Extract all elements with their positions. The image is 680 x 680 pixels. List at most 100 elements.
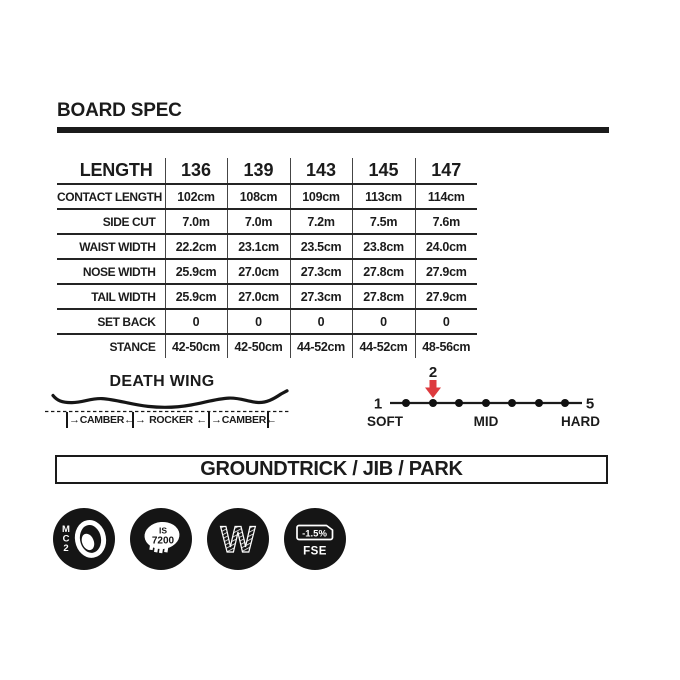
cell-value: 0 [165,309,228,335]
mc2-letter-c: C [63,534,70,545]
col-header-147: 147 [415,158,477,185]
profile-segment-labels: → CAMBER ← → ROCKER ← → CAMBER ← [66,412,277,428]
segment-end-bar [267,412,269,428]
col-header-length: LENGTH [57,158,166,185]
arrow-left-icon: ← [123,414,135,426]
row-label-nose-width: NOSE WIDTH [57,259,166,285]
cell-value: 23.8cm [352,234,416,260]
col-header-139: 139 [227,158,291,185]
row-label-tail-width: TAIL WIDTH [57,284,166,310]
egg-logo-icon [74,520,107,558]
w-badge-icon: W [207,508,269,570]
discount-tag-icon [296,524,334,541]
cell-value: 44-52cm [352,334,416,358]
col-header-145: 145 [352,158,416,185]
cell-value: 7.0m [227,209,291,235]
cell-value: 27.3cm [290,259,353,285]
cell-value: 25.9cm [165,259,228,285]
arrow-right-icon: → [135,414,146,426]
page-title: BOARD SPEC [57,100,182,121]
arrow-left-icon: ← [265,414,277,426]
fse-label: FSE [303,546,327,558]
fse-discount: -1.5% [302,529,327,540]
arrow-right-icon: → [211,414,222,426]
cell-value: 102cm [165,184,228,210]
cell-value: 0 [227,309,291,335]
cell-value: 23.1cm [227,234,291,260]
col-header-143: 143 [290,158,353,185]
title-underline-bar [57,127,609,133]
mc2-letter-m: M [62,524,70,535]
table-row: NOSE WIDTH 25.9cm 27.0cm 27.3cm 27.8cm 2… [57,259,477,285]
cell-value: 25.9cm [165,284,228,310]
table-row: STANCE 42-50cm 42-50cm 44-52cm 44-52cm 4… [57,334,477,358]
skull-icon [144,521,180,554]
cell-value: 27.8cm [352,284,416,310]
row-label-side-cut: SIDE CUT [57,209,166,235]
cell-value: 42-50cm [165,334,228,358]
cell-value: 48-56cm [422,339,471,354]
flex-scale: 2 1 5 SOFT MID HARD [367,364,600,429]
flex-value-label: 2 [429,364,437,381]
segment-rocker: → ROCKER ← [132,412,208,428]
board-profile-icon [45,389,289,413]
fse-badge-icon: -1.5% FSE [284,508,346,570]
cell-value: 109cm [290,184,353,210]
row-label-waist-width: WAIST WIDTH [57,234,166,260]
category-banner: GROUNDTRICK / JIB / PARK [55,455,608,484]
cell-value: 27.3cm [290,284,353,310]
segment-camber-tail: → CAMBER ← [208,412,277,428]
row-label-contact-length: CONTACT LENGTH [57,184,166,210]
cell-value: 27.9cm [415,259,477,285]
arrow-left-icon: ← [196,414,207,426]
segment-label: CAMBER [79,414,125,426]
cell-value: 24.0cm [415,234,477,260]
cell-value: 113cm [352,184,416,210]
cell-value: 27.9cm [415,284,477,310]
cell-value: 7.2m [290,209,353,235]
cell-value: 23.5cm [290,234,353,260]
spec-table: LENGTH 136 139 143 145 147 CONTACT LENGT… [57,158,477,358]
arrow-right-icon: → [69,414,80,426]
table-row: CONTACT LENGTH 102cm 108cm 109cm 113cm 1… [57,184,477,210]
flex-pointer-arrow-icon [425,380,441,398]
cell-value: 7.6m [415,209,477,235]
cell-value: 0 [415,309,477,335]
category-banner-text: GROUNDTRICK / JIB / PARK [200,458,463,480]
cell-value: 108cm [227,184,291,210]
table-header-row: LENGTH 136 139 143 145 147 [57,158,477,185]
flex-scale-dots [402,399,569,407]
cell-value: 7.5m [352,209,416,235]
is7200-badge-icon: IS 7200 [130,508,192,570]
is7200-line2: 7200 [152,536,175,547]
w-letter: W [221,519,256,560]
cell-value: 27.0cm [227,284,291,310]
mc2-badge-icon: M C 2 [53,508,115,570]
flex-max-label: 5 [586,396,594,413]
badge-row: M C 2 IS 7200 [53,508,346,570]
profile-title: DEATH WING [109,373,215,390]
cell-value: 27.8cm [352,259,416,285]
is7200-line1: IS [159,526,167,536]
segment-label: ROCKER [149,414,193,426]
table-row: TAIL WIDTH 25.9cm 27.0cm 27.3cm 27.8cm 2… [57,284,477,310]
cell-value: 27.0cm [227,259,291,285]
cell-value: 44-52cm [290,334,353,358]
table-row: WAIST WIDTH 22.2cm 23.1cm 23.5cm 23.8cm … [57,234,477,260]
segment-label: CAMBER [221,414,267,426]
table-row: SIDE CUT 7.0m 7.0m 7.2m 7.5m 7.6m [57,209,477,235]
cell-value: 114cm [415,184,477,210]
flex-soft-label: SOFT [367,414,404,429]
mc2-letter-2: 2 [63,543,68,554]
cell-value: 0 [290,309,353,335]
col-header-136: 136 [165,158,228,185]
flex-mid-label: MID [474,414,499,429]
cell-value: 22.2cm [165,234,228,260]
cell-value: 7.0m [165,209,228,235]
table-row: SET BACK 0 0 0 0 0 [57,309,477,335]
row-label-set-back: SET BACK [57,309,166,335]
cell-value: 0 [352,309,416,335]
flex-hard-label: HARD [561,414,600,429]
flex-min-label: 1 [374,396,382,413]
